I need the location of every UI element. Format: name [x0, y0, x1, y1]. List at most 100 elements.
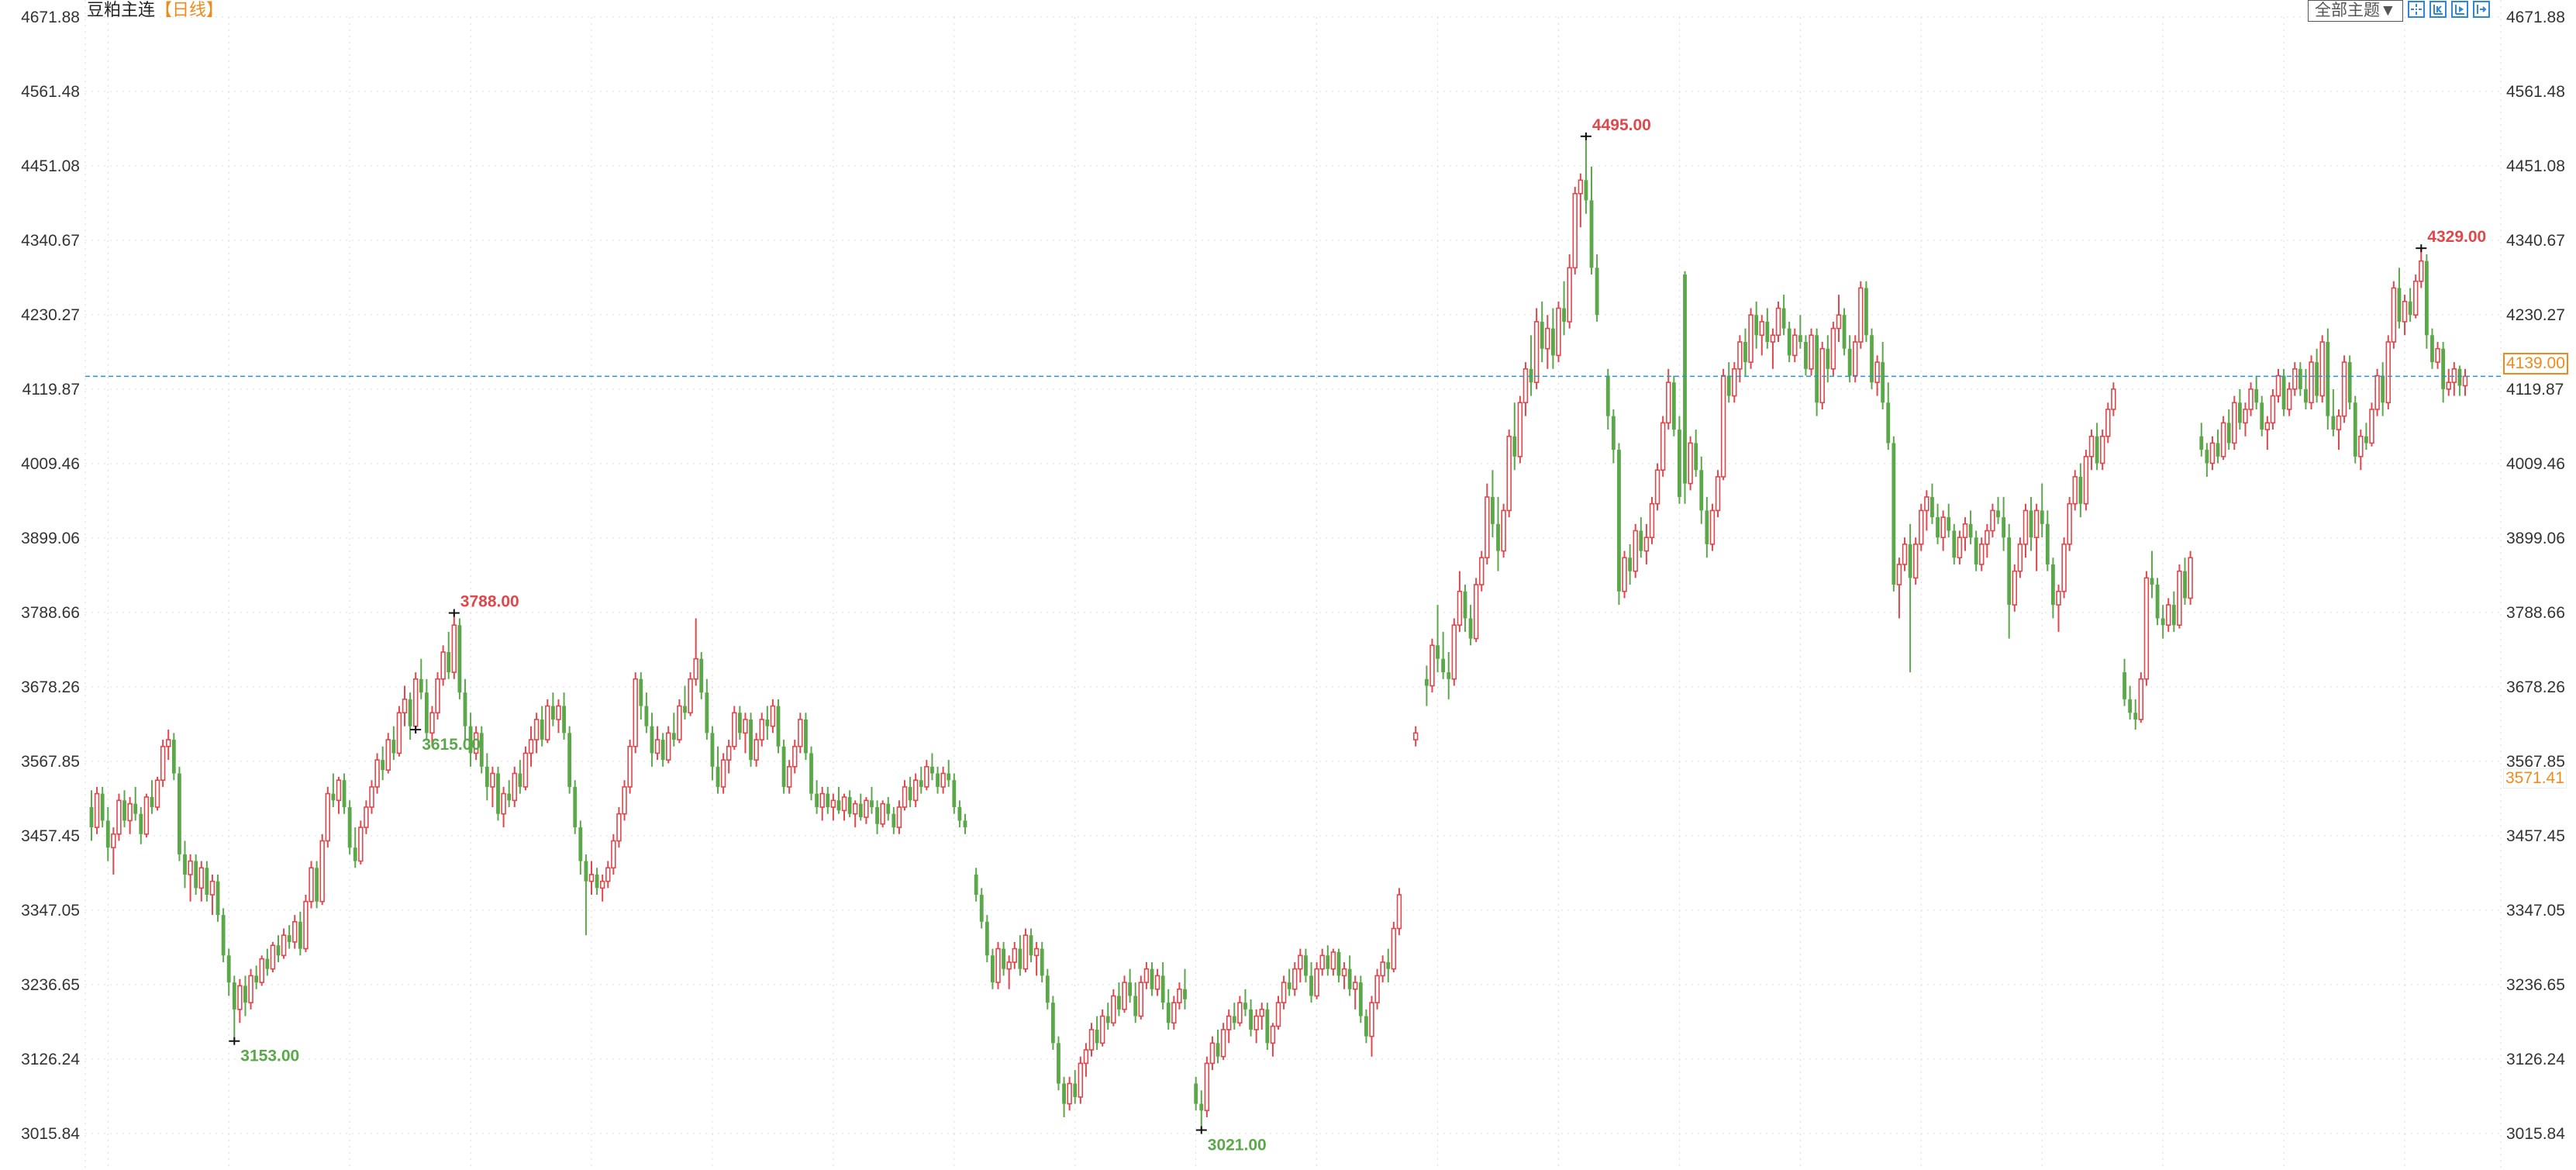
candle	[205, 861, 209, 902]
period-label[interactable]: 【日线】	[155, 0, 224, 19]
candle-body	[2304, 388, 2308, 403]
candle-body	[1792, 334, 1798, 357]
play-icon[interactable]	[2450, 1, 2468, 18]
candle	[1743, 328, 1747, 376]
candle	[1319, 948, 1325, 976]
candle	[490, 766, 495, 808]
candle-body	[940, 772, 946, 788]
candle-body	[1819, 347, 1825, 404]
candle	[1309, 961, 1313, 1003]
candle-body	[875, 807, 879, 824]
candle-body	[1105, 1016, 1110, 1023]
candle-body	[315, 868, 319, 902]
candle-body	[2133, 713, 2138, 720]
candle-body	[496, 773, 500, 814]
candle	[2264, 416, 2271, 450]
candle-body	[319, 840, 325, 903]
candle	[1985, 523, 1990, 558]
candle	[912, 773, 919, 808]
candle-body	[2199, 436, 2204, 450]
candle-body	[1160, 975, 1165, 1003]
candle	[1545, 315, 1550, 369]
candle	[528, 726, 534, 767]
candle	[1232, 1003, 1236, 1030]
candle	[974, 868, 978, 902]
candle-body	[2457, 368, 2462, 386]
candle	[2358, 430, 2364, 471]
candle	[1341, 961, 1347, 989]
candle-body	[1809, 334, 1814, 370]
candle	[995, 941, 1001, 989]
candle	[891, 807, 896, 834]
candle-body	[611, 840, 616, 869]
chart-toolbar: 全部主题▼	[2308, 0, 2490, 23]
candle-body	[1881, 362, 1885, 403]
candle	[1584, 136, 1588, 214]
candle-body	[1275, 1002, 1281, 1027]
candle-body	[562, 706, 566, 733]
candle-body	[677, 705, 682, 740]
candle	[2111, 382, 2116, 416]
candle-body	[358, 827, 364, 862]
candle	[1468, 605, 1473, 646]
candle-body	[183, 854, 187, 875]
candle-body	[369, 786, 374, 808]
candle	[616, 807, 622, 848]
candle-body	[2128, 699, 2133, 713]
candle-body	[1314, 968, 1319, 997]
candle-body	[765, 719, 770, 727]
candle-body	[1804, 342, 1808, 369]
candle	[2298, 362, 2302, 396]
candle-body	[957, 807, 962, 821]
candle-body	[408, 699, 412, 727]
candle	[1529, 335, 1533, 396]
candle-body	[896, 806, 902, 828]
candle	[1243, 989, 1247, 1016]
candle	[2160, 605, 2165, 639]
candle	[1033, 941, 1040, 976]
step-back-icon[interactable]	[2429, 1, 2447, 18]
candle-body	[2341, 361, 2347, 417]
go-to-latest-icon[interactable]	[2472, 1, 2490, 18]
candle	[2243, 402, 2248, 437]
candle	[1194, 1076, 1198, 1111]
candle-body	[2138, 678, 2144, 720]
y-tick-label-left: 3347.05	[21, 902, 80, 920]
candle-body	[381, 760, 385, 771]
candle	[1512, 402, 1517, 471]
extreme-annotations: 3153.00 3788.00 3021.00 4495.00 3615.00 4329.…	[229, 116, 2486, 1154]
candle	[1012, 941, 1017, 969]
candle-body	[1694, 443, 1698, 471]
y-tick-label-right: 4451.08	[2506, 157, 2565, 175]
y-tick-label-right: 4671.88	[2506, 9, 2565, 26]
theme-dropdown-button[interactable]: 全部主题▼	[2308, 0, 2403, 22]
candle-body	[1083, 1049, 1089, 1065]
candle	[347, 800, 352, 854]
candle	[2095, 423, 2099, 471]
candle-body	[2309, 361, 2314, 404]
candle-body	[1099, 1015, 1105, 1044]
candle	[1902, 537, 1908, 571]
candle-body	[720, 759, 726, 788]
candle-body	[1396, 894, 1402, 930]
candle	[1974, 530, 1978, 571]
candle	[627, 740, 633, 794]
extreme-marker-high: 4329.00	[2416, 228, 2486, 253]
candle-body	[1985, 530, 1990, 545]
candle-body	[1429, 644, 1435, 687]
candle-body	[463, 692, 467, 727]
candle	[611, 833, 616, 875]
candle-body	[1088, 1029, 1095, 1051]
candle	[479, 726, 484, 774]
candle-body	[412, 678, 419, 727]
candle-body	[1133, 996, 1138, 1016]
candle	[1688, 436, 1693, 491]
candle	[1105, 1003, 1110, 1030]
crosshair-icon[interactable]	[2407, 1, 2425, 18]
candle	[1957, 530, 1963, 564]
candle-body	[2358, 435, 2364, 457]
candle-body	[2160, 618, 2165, 626]
candle	[309, 861, 314, 909]
candle-body	[1759, 321, 1764, 337]
